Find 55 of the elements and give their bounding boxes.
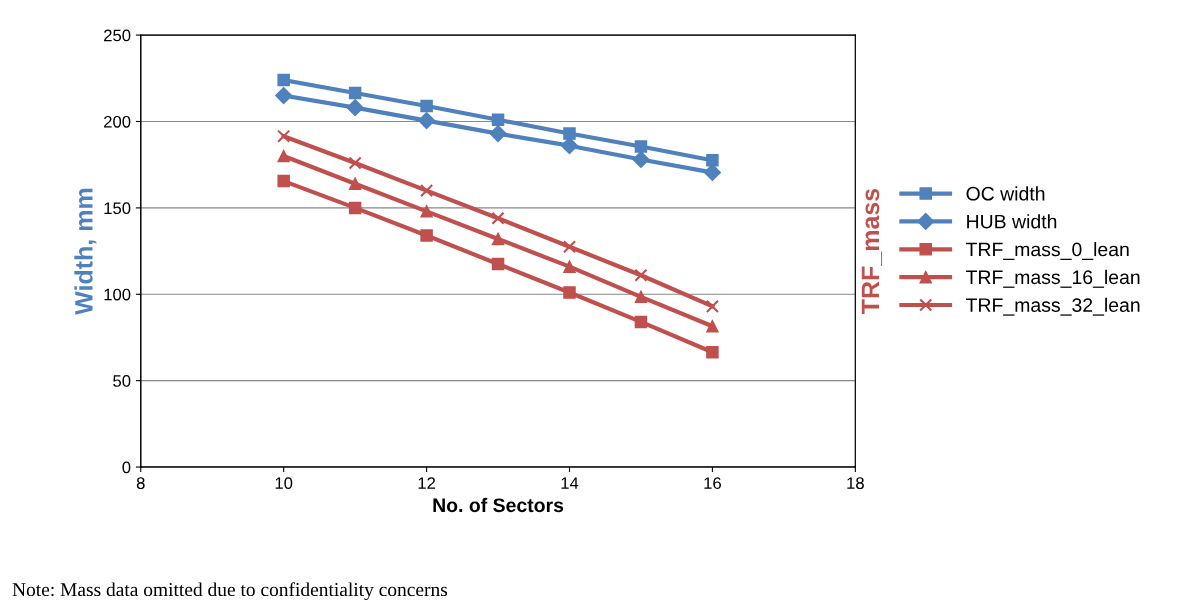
x-tick-label: 14: [561, 477, 579, 489]
x-tick-label: 16: [704, 477, 721, 490]
x-tick-label: 12: [418, 477, 436, 489]
point: [491, 113, 505, 127]
x-tick-label: 18: [847, 477, 864, 490]
legend-label: OC width: [966, 186, 1045, 201]
point: [348, 201, 362, 215]
point: [491, 257, 505, 271]
point: [420, 99, 433, 113]
point: [706, 154, 719, 167]
y-tick-label: 0: [122, 461, 131, 474]
y-tick-label: 50: [113, 375, 131, 387]
x-tick-label: 8: [136, 477, 145, 490]
point: [419, 184, 434, 198]
point: [632, 150, 650, 169]
y2-axis-title: TRF_mass: [861, 188, 883, 315]
point: [277, 174, 290, 188]
point: [491, 232, 505, 246]
point: [491, 211, 505, 225]
point: [634, 140, 648, 153]
legend-label: TRF_mass_16_lean: [966, 269, 1140, 288]
y-tick-label: 200: [104, 115, 131, 128]
point: [706, 345, 719, 359]
point: [706, 319, 719, 333]
legend-label: TRF_mass_0_lean: [966, 242, 1129, 260]
point: [348, 177, 362, 190]
point: [348, 156, 362, 170]
point: [705, 299, 720, 313]
point: [634, 268, 648, 282]
point: [277, 129, 291, 143]
x-tick-label: 10: [275, 477, 293, 490]
point: [275, 87, 293, 105]
y-tick-label: 100: [104, 288, 131, 301]
x-axis-title: No. of Sectors: [433, 497, 564, 513]
point: [562, 240, 577, 254]
point: [420, 229, 433, 242]
y-tick-label: 250: [104, 29, 131, 42]
point: [563, 260, 576, 273]
point: [560, 137, 579, 155]
point: [348, 86, 362, 100]
point: [489, 125, 507, 143]
point: [418, 112, 436, 130]
point: [277, 73, 290, 87]
point: [634, 315, 648, 329]
point: [420, 205, 433, 218]
point: [563, 286, 576, 299]
point: [277, 149, 290, 163]
legend-label: TRF_mass_32_lean: [966, 297, 1140, 316]
point: [563, 127, 576, 140]
y-tick-label: 150: [104, 202, 131, 215]
y-axis-title: Width, mm: [74, 188, 97, 315]
text: Note: Mass data omitted due to confidentiality concerns: [12, 582, 448, 601]
point: [634, 290, 648, 304]
point: [346, 99, 364, 117]
legend-label: HUB width: [967, 214, 1057, 229]
